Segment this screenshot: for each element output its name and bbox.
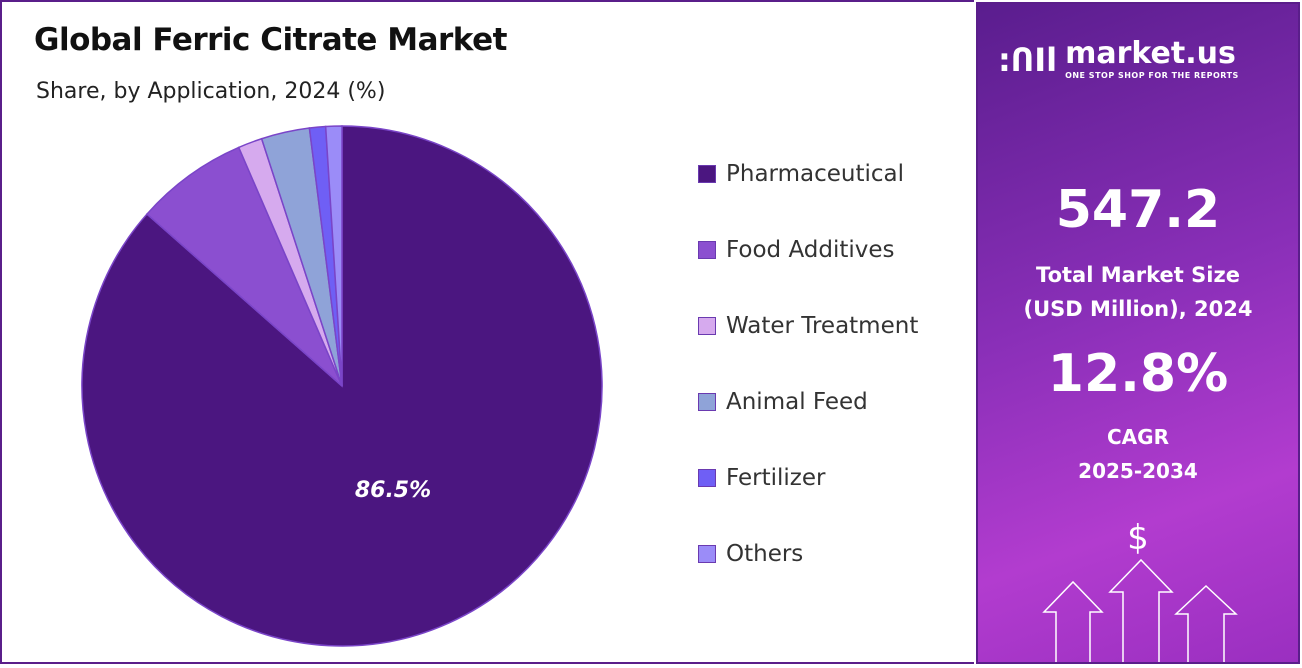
pie-slice-food-additives bbox=[145, 146, 343, 387]
legend-label: Animal Feed bbox=[726, 389, 868, 415]
legend-swatch bbox=[698, 317, 716, 335]
market-size-label-2: (USD Million), 2024 bbox=[1023, 297, 1253, 321]
market-size-label-1: Total Market Size bbox=[1036, 263, 1240, 287]
legend-item: Water Treatment bbox=[698, 288, 918, 364]
dollar-icon: $ bbox=[1127, 518, 1149, 558]
logo-tagline: ONE STOP SHOP FOR THE REPORTS bbox=[1065, 71, 1239, 80]
legend-item: Pharmaceutical bbox=[698, 136, 918, 212]
pie-chart: 86.5% bbox=[81, 125, 603, 647]
cagr-label-2: 2025-2034 bbox=[1078, 459, 1198, 483]
growth-arrows-icon bbox=[1042, 558, 1238, 662]
data-label: 86.5% bbox=[355, 478, 431, 503]
pie-slice-others bbox=[324, 125, 343, 387]
market-us-logo: :ՈIl market.us ONE STOP SHOP FOR THE REP… bbox=[998, 38, 1239, 81]
legend-label: Food Additives bbox=[726, 237, 895, 263]
cagr-value: 12.8% bbox=[1047, 344, 1229, 404]
legend: Pharmaceutical Food Additives Water Treatm… bbox=[698, 136, 918, 592]
legend-swatch bbox=[698, 469, 716, 487]
legend-item: Food Additives bbox=[698, 212, 918, 288]
legend-swatch bbox=[698, 241, 716, 259]
legend-item: Fertilizer bbox=[698, 440, 918, 516]
chart-panel bbox=[0, 0, 974, 664]
cagr-label-1: CAGR bbox=[1107, 425, 1169, 449]
legend-label: Others bbox=[726, 541, 804, 567]
summary-panel: :ՈIl market.us ONE STOP SHOP FOR THE REP… bbox=[976, 2, 1300, 664]
legend-swatch bbox=[698, 545, 716, 563]
chart-title: Global Ferric Citrate Market bbox=[34, 22, 507, 58]
legend-swatch bbox=[698, 165, 716, 183]
logo-name: market.us bbox=[1065, 36, 1236, 71]
legend-label: Water Treatment bbox=[726, 313, 919, 339]
legend-label: Pharmaceutical bbox=[726, 161, 905, 187]
legend-swatch bbox=[698, 393, 716, 411]
legend-item: Animal Feed bbox=[698, 364, 918, 440]
logo-icon: :ՈIl bbox=[998, 40, 1058, 79]
market-size-value: 547.2 bbox=[1055, 180, 1221, 240]
chart-subtitle: Share, by Application, 2024 (%) bbox=[36, 79, 386, 104]
legend-label: Fertilizer bbox=[726, 465, 826, 491]
legend-item: Others bbox=[698, 516, 918, 592]
